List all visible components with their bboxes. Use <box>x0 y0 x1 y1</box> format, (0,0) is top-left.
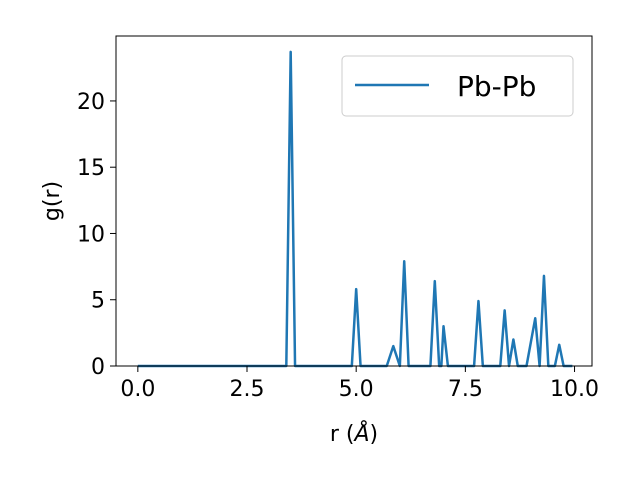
x-tick-label: 10.0 <box>550 377 599 402</box>
y-tick-label: 15 <box>77 156 105 181</box>
y-tick-label: 20 <box>77 90 105 115</box>
x-axis-label-prefix: r ( <box>330 422 355 447</box>
y-tick-label: 5 <box>91 289 105 314</box>
x-axis-label-unit: Å <box>352 420 369 447</box>
x-tick-label: 0.0 <box>120 377 155 402</box>
legend: Pb-Pb <box>341 55 574 117</box>
x-axis-label-suffix: ) <box>370 422 379 447</box>
x-tick-label: 5.0 <box>339 377 374 402</box>
x-tick-label: 2.5 <box>230 377 265 402</box>
axes-frame <box>115 35 593 367</box>
y-tick-label: 10 <box>77 222 105 247</box>
y-tick-label: 0 <box>91 355 105 380</box>
x-axis-label: r (Å) <box>330 420 378 447</box>
legend-box <box>341 55 574 117</box>
y-axis-label: g(r) <box>40 181 65 221</box>
axis-ticks: 0.0 2.5 5.0 7.5 10.0 0 5 10 15 20 <box>77 90 599 402</box>
x-tick-label: 7.5 <box>448 377 483 402</box>
legend-label-pb-pb: Pb-Pb <box>457 70 536 103</box>
